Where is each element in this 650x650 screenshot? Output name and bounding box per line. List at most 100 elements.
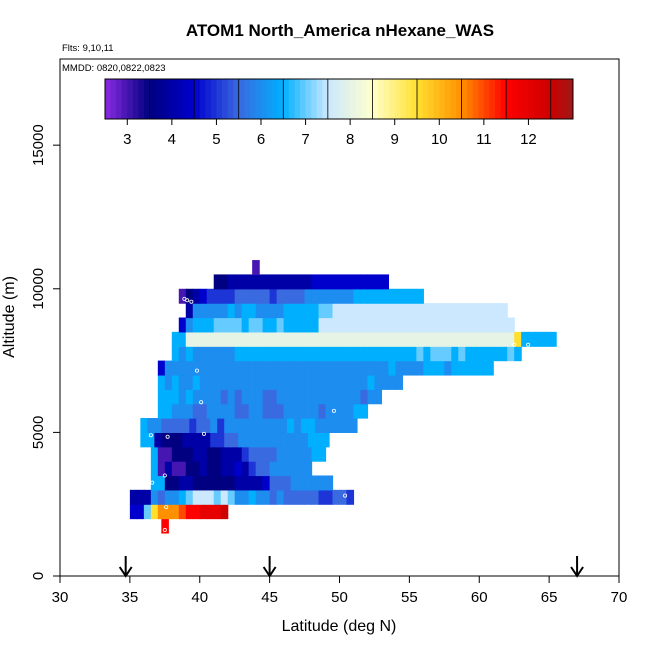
- heatmap-cell: [367, 360, 376, 376]
- heatmap-cell: [241, 446, 250, 462]
- heatmap-cell: [213, 504, 222, 520]
- heatmap-cell: [255, 360, 264, 376]
- heatmap-cell: [374, 389, 383, 405]
- heatmap-cell: [486, 360, 494, 376]
- heatmap-cell: [171, 389, 180, 405]
- heatmap-cell: [437, 303, 445, 319]
- heatmap-cell: [486, 346, 494, 362]
- heatmap-cell: [283, 475, 292, 491]
- heatmap-cell: [360, 331, 369, 347]
- heatmap-cell: [402, 317, 410, 333]
- heatmap-cell: [458, 346, 466, 362]
- heatmap-cell: [402, 360, 410, 376]
- heatmap-cell: [493, 317, 501, 333]
- heatmap-cell: [353, 346, 362, 362]
- sample-point: [343, 493, 348, 498]
- heatmap-cell: [304, 389, 313, 405]
- heatmap-cell: [297, 475, 306, 491]
- heatmap-cell: [213, 288, 222, 304]
- heatmap-cell: [381, 303, 390, 319]
- heatmap-cell: [199, 303, 208, 319]
- colorbar-segment: [316, 79, 323, 119]
- heatmap-cell: [171, 461, 180, 477]
- heatmap-cell: [178, 504, 187, 520]
- heatmap-cell: [416, 360, 424, 376]
- heatmap-cell: [381, 331, 390, 347]
- heatmap-cell: [178, 360, 187, 376]
- colorbar-segment: [433, 79, 440, 119]
- heatmap-cell: [262, 446, 271, 462]
- heatmap-cell: [283, 446, 292, 462]
- heatmap-cell: [206, 317, 215, 333]
- heatmap-cell: [297, 374, 306, 390]
- colorbar: [104, 78, 574, 120]
- colorbar-segment: [277, 79, 284, 119]
- heatmap-cell: [213, 317, 222, 333]
- heatmap-cell: [220, 317, 229, 333]
- heatmap-cell: [430, 331, 438, 347]
- heatmap-cell: [206, 403, 215, 419]
- colorbar-segment: [394, 79, 401, 119]
- heatmap-cell: [213, 389, 222, 405]
- heatmap-cell: [206, 446, 215, 462]
- heatmap-cell: [255, 274, 264, 290]
- heatmap-cell: [465, 303, 473, 319]
- colorbar-segment: [539, 79, 546, 119]
- heatmap-cell: [255, 374, 264, 390]
- sample-point: [189, 299, 194, 304]
- heatmap-cell: [234, 389, 243, 405]
- colorbar-segment: [127, 79, 134, 119]
- heatmap-cell: [332, 317, 341, 333]
- heatmap-cell: [329, 418, 337, 433]
- heatmap-cell: [339, 360, 348, 376]
- heatmap-cell: [178, 346, 187, 362]
- heatmap-cell: [276, 331, 285, 347]
- heatmap-cell: [248, 303, 257, 319]
- heatmap-cell: [451, 317, 459, 333]
- heatmap-cell: [227, 446, 236, 462]
- heatmap-cell: [182, 418, 190, 433]
- heatmap-cell: [311, 489, 320, 505]
- heatmap-cell: [381, 360, 390, 376]
- heatmap-cell: [255, 331, 264, 347]
- heatmap-cell: [465, 346, 473, 362]
- colorbar-segment: [506, 79, 513, 119]
- heatmap-cell: [346, 288, 355, 304]
- heatmap-cell: [185, 504, 194, 520]
- colorbar-segment: [171, 79, 178, 119]
- heatmap-cell: [192, 389, 201, 405]
- heatmap-cell: [213, 446, 222, 462]
- heatmap-cell: [234, 303, 243, 319]
- colorbar-segment: [567, 79, 574, 119]
- heatmap-cell: [227, 389, 236, 405]
- heatmap-cell: [262, 374, 271, 390]
- heatmap-cell: [171, 446, 180, 462]
- sample-point: [125, 507, 130, 512]
- sample-point: [201, 431, 206, 436]
- heatmap-cell: [374, 317, 383, 333]
- heatmap-cell: [217, 432, 225, 448]
- heatmap-cell: [304, 346, 313, 362]
- heatmap-cell: [157, 504, 166, 520]
- y-axis-label: Altitude (m): [1, 276, 18, 358]
- heatmap-cell: [283, 403, 292, 419]
- heatmap-cell: [161, 432, 169, 448]
- heatmap-cell: [290, 374, 299, 390]
- heatmap-cell: [322, 432, 330, 448]
- heatmap-cell: [360, 274, 369, 290]
- heatmap-cell: [262, 403, 271, 419]
- heatmap-cell: [395, 360, 403, 376]
- heatmap-cell: [227, 317, 236, 333]
- heatmap-cell: [297, 403, 306, 419]
- heatmap-cell: [311, 389, 320, 405]
- heatmap-cell: [234, 274, 243, 290]
- heatmap-cell: [227, 489, 236, 505]
- heatmap-cell: [381, 374, 390, 390]
- heatmap-cell: [374, 288, 383, 304]
- heatmap-cell: [273, 432, 281, 448]
- heatmap-cell: [231, 418, 239, 433]
- heatmap-cell: [248, 403, 257, 419]
- heatmap-cell: [178, 331, 187, 347]
- heatmap-cell: [304, 446, 313, 462]
- heatmap-cell: [185, 461, 194, 477]
